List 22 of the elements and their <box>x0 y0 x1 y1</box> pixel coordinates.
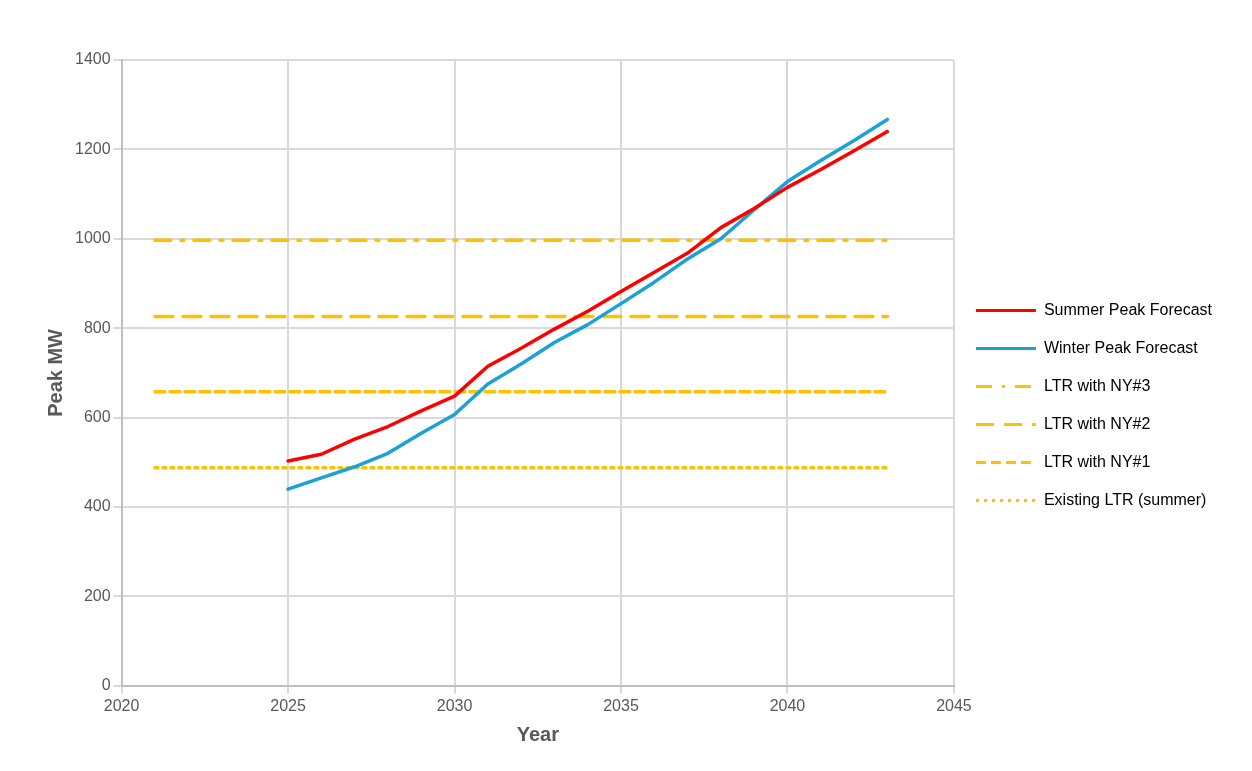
x-axis-title: Year <box>516 722 560 745</box>
legend-label: Existing LTR (summer) <box>1043 490 1207 508</box>
x-tick-label: 2030 <box>436 696 473 714</box>
x-tick-label: 2045 <box>936 696 972 714</box>
y-tick-label: 800 <box>83 318 111 336</box>
y-axis-title: Peak MW <box>43 328 66 417</box>
y-tick-label: 600 <box>83 408 111 426</box>
x-tick-label: 2040 <box>769 696 806 714</box>
x-tick-label: 2020 <box>103 696 140 714</box>
y-tick-label: 0 <box>101 676 111 694</box>
y-tick-label: 1000 <box>75 229 111 247</box>
legend-label: LTR with NY#2 <box>1043 414 1151 432</box>
legend-label: LTR with NY#1 <box>1043 452 1151 470</box>
y-tick-label: 200 <box>83 586 111 604</box>
y-tick-label: 1200 <box>75 139 111 157</box>
y-tick-label: 400 <box>83 497 111 515</box>
x-tick-label: 2025 <box>270 696 306 714</box>
x-tick-label: 2035 <box>603 696 639 714</box>
legend-label: Summer Peak Forecast <box>1043 300 1213 318</box>
legend-label: LTR with NY#3 <box>1043 376 1151 394</box>
legend-label: Winter Peak Forecast <box>1043 338 1199 356</box>
y-tick-label: 1400 <box>75 50 111 68</box>
